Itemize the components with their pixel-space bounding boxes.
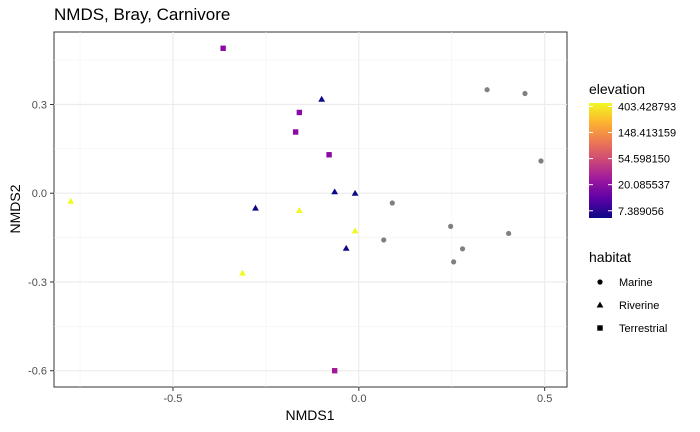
plot-panel: [53, 31, 568, 388]
data-point-terrestrial: [296, 109, 303, 116]
x-tick-label: -0.5: [163, 393, 182, 405]
data-point-riverine: [67, 197, 75, 204]
data-point-terrestrial: [220, 45, 226, 51]
data-point-terrestrial: [292, 129, 299, 135]
shape-legend: Marine Riverine Terrestrial: [596, 277, 667, 335]
data-point-terrestrial: [331, 368, 338, 374]
x-axis-ticks: -0.5 0.0 0.5: [163, 387, 552, 405]
legend-label-terrestrial: Terrestrial: [619, 323, 667, 335]
data-point-marine: [448, 223, 454, 229]
data-point-riverine: [295, 206, 303, 213]
y-axis-title: NMDS2: [7, 184, 23, 233]
legend-key-terrestrial: [597, 325, 603, 331]
legend-label-riverine: Riverine: [619, 300, 659, 312]
color-legend-ticks: 403.428793 148.413159 54.598150 20.085537 7.…: [589, 101, 676, 218]
chart-title: NMDS, Bray, Carnivore: [54, 5, 230, 24]
data-point-marine: [451, 259, 457, 265]
y-tick-label: -0.6: [28, 366, 47, 378]
color-legend-label: 20.085537: [618, 180, 670, 192]
data-point-riverine: [331, 188, 339, 195]
data-point-riverine: [318, 95, 326, 102]
data-point-marine: [389, 200, 395, 206]
y-axis-ticks: 0.3 0.0 -0.3 -0.6: [28, 99, 54, 378]
color-legend-bar: [589, 103, 612, 218]
x-tick-label: 0.0: [351, 393, 366, 405]
data-point-terrestrial: [326, 152, 332, 158]
major-gridlines: [54, 32, 567, 387]
legend-key-marine: [597, 279, 603, 285]
data-point-marine: [484, 87, 490, 93]
color-legend-label: 7.389056: [618, 206, 664, 218]
data-point-marine: [538, 158, 544, 164]
data-point-riverine: [342, 244, 350, 251]
data-point-riverine: [351, 227, 359, 234]
x-axis-title: NMDS1: [285, 407, 334, 423]
color-legend-label: 148.413159: [618, 128, 676, 140]
x-tick-label: 0.5: [537, 393, 552, 405]
data-point-riverine: [351, 189, 359, 196]
data-point-marine: [522, 90, 528, 97]
color-legend-label: 403.428793: [618, 101, 676, 113]
legend-label-marine: Marine: [619, 277, 653, 289]
data-point-marine: [381, 237, 387, 243]
data-points: [67, 45, 544, 374]
data-point-riverine: [252, 204, 259, 211]
color-legend-title: elevation: [589, 81, 645, 97]
data-point-riverine: [239, 269, 246, 276]
legend-key-riverine: [596, 301, 604, 308]
color-legend-label: 54.598150: [618, 154, 670, 166]
y-tick-label: 0.3: [32, 99, 47, 111]
data-point-marine: [459, 246, 466, 252]
y-tick-label: 0.0: [32, 188, 47, 200]
y-tick-label: -0.3: [28, 277, 47, 289]
minor-gridlines: [54, 32, 567, 387]
shape-legend-title: habitat: [589, 249, 631, 265]
data-point-marine: [506, 230, 512, 237]
